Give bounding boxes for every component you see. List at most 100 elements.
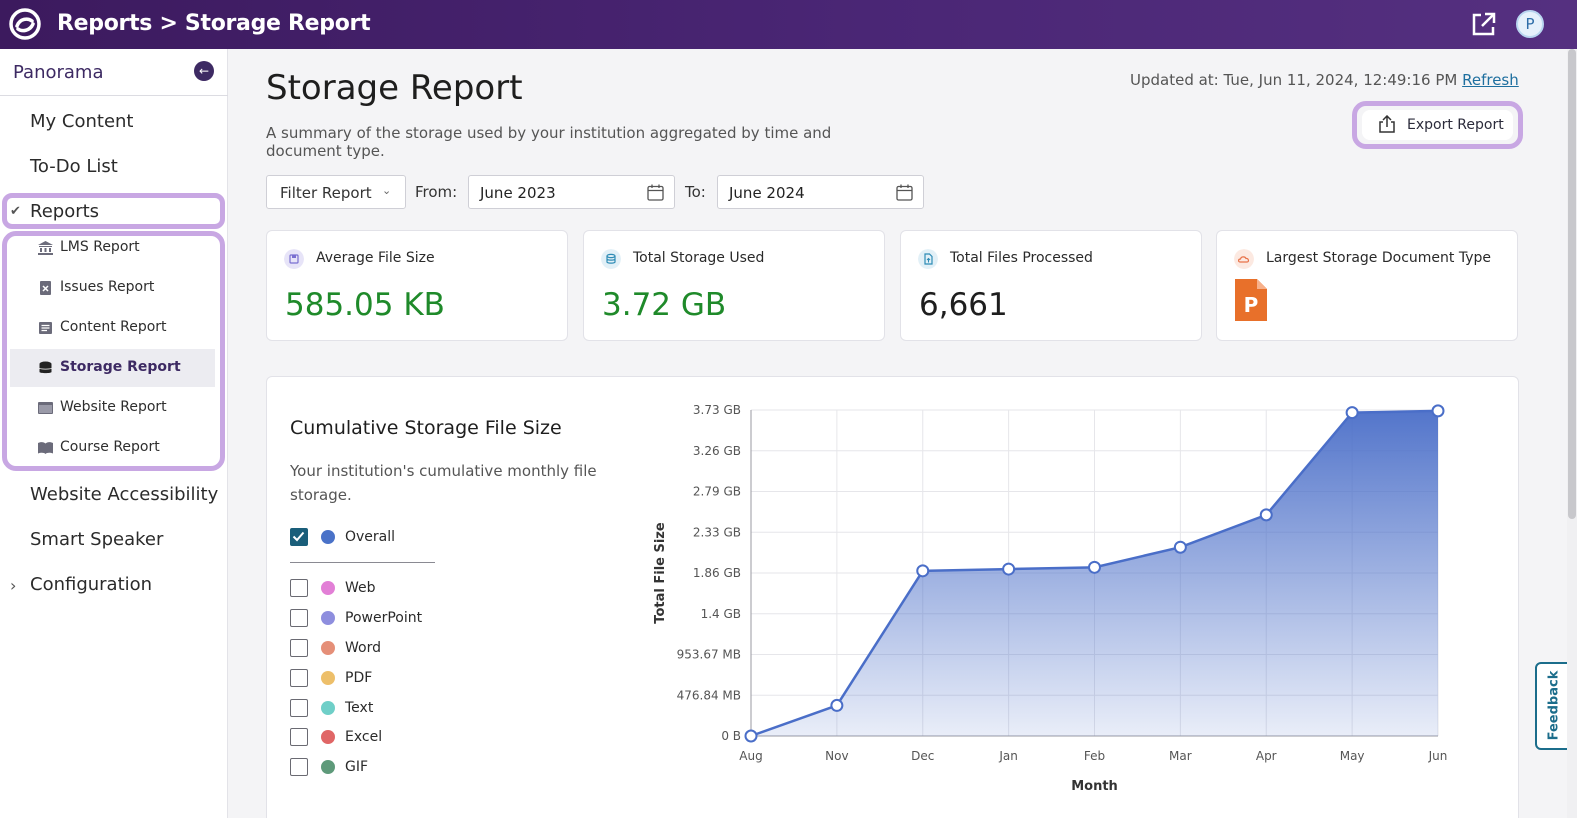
user-avatar[interactable]: P: [1516, 10, 1544, 38]
sidebar: Panorama ← My Content To-Do List ✔ Repor…: [0, 49, 228, 818]
top-bar: Reports > Storage Report P: [0, 0, 1577, 49]
content-icon: [39, 322, 52, 334]
updated-label: Updated at: Tue, Jun 11, 2024, 12:49:16 …: [1130, 71, 1458, 89]
issues-icon: [40, 281, 51, 295]
checkbox-web[interactable]: [290, 579, 308, 597]
chart-description: Your institution's cumulative monthly fi…: [290, 462, 597, 504]
stat-value: 585.05 KB: [285, 287, 445, 323]
feedback-tab[interactable]: Feedback: [1535, 662, 1569, 750]
data-point[interactable]: [830, 698, 844, 712]
stat-card-total-files: Total Files Processed 6,661: [900, 230, 1202, 341]
sidebar-subitem-label: Storage Report: [60, 359, 181, 375]
sidebar-subitem-lms-report[interactable]: LMS Report: [10, 229, 215, 267]
stat-value: 6,661: [919, 287, 1008, 323]
checkbox-word[interactable]: [290, 639, 308, 657]
legend-color-dot: [321, 530, 335, 544]
y-tick-label: 0 B: [721, 729, 741, 743]
x-tick-label: Jan: [998, 749, 1018, 763]
sidebar-subitem-course-report[interactable]: Course Report: [10, 429, 215, 467]
sidebar-item-reports[interactable]: Reports: [30, 201, 100, 222]
refresh-link[interactable]: Refresh: [1462, 71, 1519, 89]
chevron-down-icon[interactable]: ✔: [10, 204, 21, 219]
sidebar-item-configuration[interactable]: Configuration: [30, 574, 153, 595]
page-scrollbar[interactable]: [1567, 49, 1577, 818]
y-tick-label: 1.86 GB: [693, 566, 741, 580]
legend-label: Word: [345, 640, 381, 656]
sidebar-title: Panorama: [13, 62, 104, 83]
cloud-icon: [1234, 249, 1254, 269]
sidebar-subitem-label: Content Report: [60, 319, 167, 335]
app-logo[interactable]: [8, 8, 44, 40]
stat-card-average-file-size: Average File Size 585.05 KB: [266, 230, 568, 341]
sidebar-subitem-label: Website Report: [60, 399, 167, 415]
sidebar-item-my-content[interactable]: My Content: [30, 111, 134, 132]
sidebar-subitem-label: LMS Report: [60, 239, 140, 255]
collapse-sidebar-button[interactable]: ←: [194, 61, 214, 81]
legend-color-dot: [321, 581, 335, 595]
calendar-icon[interactable]: [896, 184, 913, 201]
filter-report-dropdown[interactable]: Filter Report ⌄: [266, 175, 406, 209]
legend-color-dot: [321, 611, 335, 625]
legend-divider: [290, 562, 435, 563]
feedback-label: Feedback: [1546, 670, 1562, 741]
export-report-button[interactable]: Export Report: [1362, 110, 1513, 140]
page-subtitle: A summary of the storage used by your in…: [266, 124, 832, 160]
checkbox-text[interactable]: [290, 699, 308, 717]
website-icon: [38, 402, 53, 414]
legend-label: PDF: [345, 670, 373, 686]
data-point[interactable]: [1173, 540, 1187, 554]
sidebar-subitem-content-report[interactable]: Content Report: [10, 309, 215, 347]
y-tick-label: 953.67 MB: [677, 648, 741, 662]
data-point[interactable]: [1345, 406, 1359, 420]
data-point[interactable]: [1088, 560, 1101, 574]
sidebar-item-website-accessibility[interactable]: Website Accessibility: [30, 484, 219, 505]
sidebar-item-smart-speaker[interactable]: Smart Speaker: [30, 529, 164, 550]
export-highlight: [1352, 101, 1523, 149]
data-point[interactable]: [1259, 508, 1273, 522]
institution-icon: [38, 241, 53, 255]
y-tick-label: 3.73 GB: [693, 403, 741, 417]
calendar-icon[interactable]: [647, 184, 664, 201]
from-label: From:: [415, 183, 458, 201]
sidebar-subitem-issues-report[interactable]: Issues Report: [10, 269, 215, 307]
sidebar-item-todo-list[interactable]: To-Do List: [30, 156, 118, 177]
filter-report-label: Filter Report: [280, 184, 372, 202]
scrollbar-thumb[interactable]: [1568, 49, 1576, 519]
checkbox-powerpoint[interactable]: [290, 609, 308, 627]
chevron-right-icon[interactable]: ›: [10, 576, 17, 595]
to-date-input[interactable]: June 2024: [717, 175, 924, 209]
from-date-value: June 2023: [480, 184, 556, 202]
y-tick-label: 2.33 GB: [693, 525, 741, 539]
x-tick-label: Aug: [739, 749, 762, 763]
to-label: To:: [685, 183, 706, 201]
legend-label: Text: [345, 700, 374, 716]
checkbox-pdf[interactable]: [290, 669, 308, 687]
file-icon: [918, 249, 938, 269]
y-axis-title: Total File Size: [653, 522, 668, 624]
data-point[interactable]: [1431, 404, 1445, 418]
export-report-label: Export Report: [1407, 117, 1504, 133]
x-tick-label: Nov: [825, 749, 848, 763]
sidebar-subitem-storage-report[interactable]: Storage Report: [10, 349, 215, 387]
page-title: Storage Report: [266, 68, 523, 108]
legend-label: Excel: [345, 729, 383, 745]
legend-color-dot: [321, 760, 335, 774]
data-point[interactable]: [744, 729, 758, 743]
checkbox-overall[interactable]: [290, 528, 308, 546]
y-tick-label: 3.26 GB: [693, 444, 741, 458]
checkbox-gif[interactable]: [290, 758, 308, 776]
checkbox-excel[interactable]: [290, 728, 308, 746]
sidebar-subitem-website-report[interactable]: Website Report: [10, 389, 215, 427]
stat-label: Total Files Processed: [950, 250, 1093, 266]
sidebar-header: Panorama ←: [0, 49, 228, 96]
stat-label: Largest Storage Document Type: [1266, 250, 1491, 266]
external-link-icon[interactable]: [1470, 11, 1497, 38]
cumulative-storage-chart: 0 B 476.84 MB 953.67 MB 1.4 GB 1.86 GB 2.33 G…: [653, 403, 1447, 794]
data-point[interactable]: [1002, 562, 1016, 576]
from-date-input[interactable]: June 2023: [468, 175, 675, 209]
upload-icon: [1379, 115, 1395, 133]
data-point[interactable]: [916, 564, 930, 578]
legend-label: Web: [345, 580, 376, 596]
save-icon: [284, 249, 304, 269]
legend-label: GIF: [345, 759, 369, 775]
